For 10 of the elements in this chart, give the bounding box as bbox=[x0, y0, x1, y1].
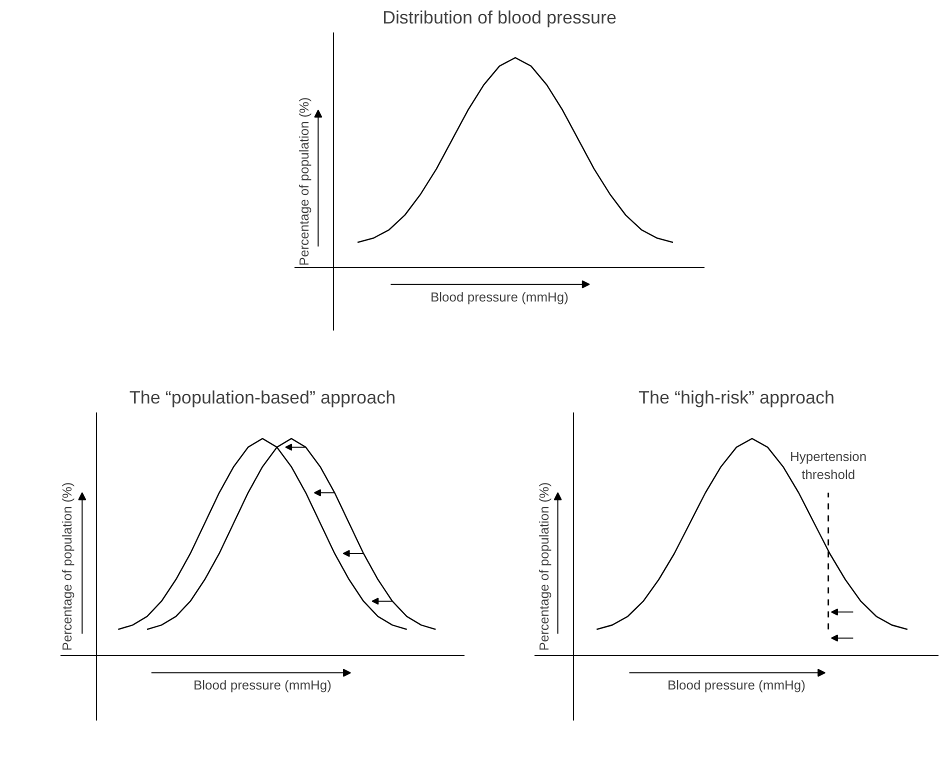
chart-title: The “high-risk” approach bbox=[638, 388, 835, 408]
x-axis-title: Blood pressure (mmHg) bbox=[194, 678, 332, 692]
x-axis-title: Blood pressure (mmHg) bbox=[430, 290, 569, 304]
y-axis-title: Percentage of population (%) bbox=[536, 482, 552, 651]
annotation: Hypertension threshold bbox=[790, 448, 867, 482]
y-axis-title: Percentage of population (%) bbox=[296, 97, 312, 266]
y-axis-title: Percentage of population (%) bbox=[60, 482, 74, 651]
x-axis-title: Blood pressure (mmHg) bbox=[668, 678, 806, 692]
chart-title: Distribution of blood pressure bbox=[382, 8, 617, 28]
chart-title: The “population-based” approach bbox=[129, 388, 396, 408]
